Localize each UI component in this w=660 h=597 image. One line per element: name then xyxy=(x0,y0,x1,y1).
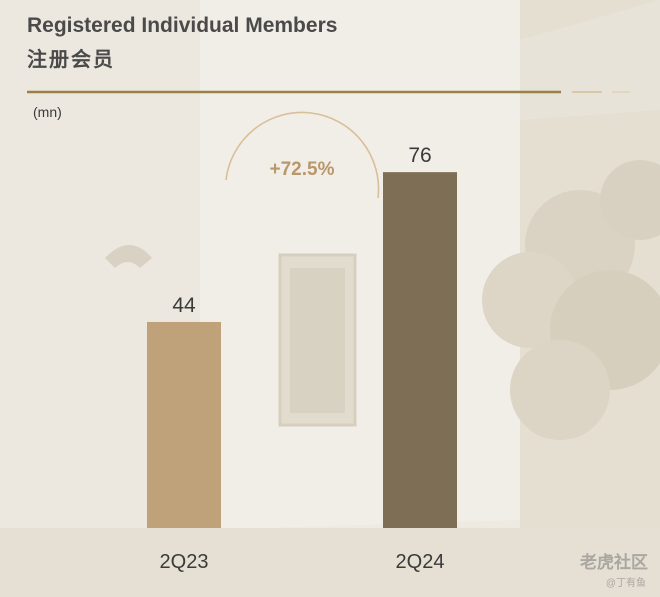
bar-2q24 xyxy=(383,172,457,528)
growth-label: +72.5% xyxy=(270,159,335,180)
data-label-2q24: 76 xyxy=(408,144,431,167)
bars-layer xyxy=(147,172,457,528)
category-label-2q23: 2Q23 xyxy=(160,551,209,573)
category-label-2q24: 2Q24 xyxy=(396,551,445,573)
labels-layer: 44 2Q23 76 2Q24 xyxy=(160,144,445,573)
bar-2q23 xyxy=(147,321,221,528)
unit-label: (mn) xyxy=(33,104,62,120)
page-subtitle-chinese: 注册会员 xyxy=(27,49,115,71)
watermark-text: 老虎社区 xyxy=(580,553,648,572)
data-label-2q23: 44 xyxy=(172,294,196,317)
watermark-subtext: @丁有鱼 xyxy=(605,578,646,589)
growth-arc xyxy=(225,111,380,199)
page-title: Registered Individual Members xyxy=(27,14,338,37)
